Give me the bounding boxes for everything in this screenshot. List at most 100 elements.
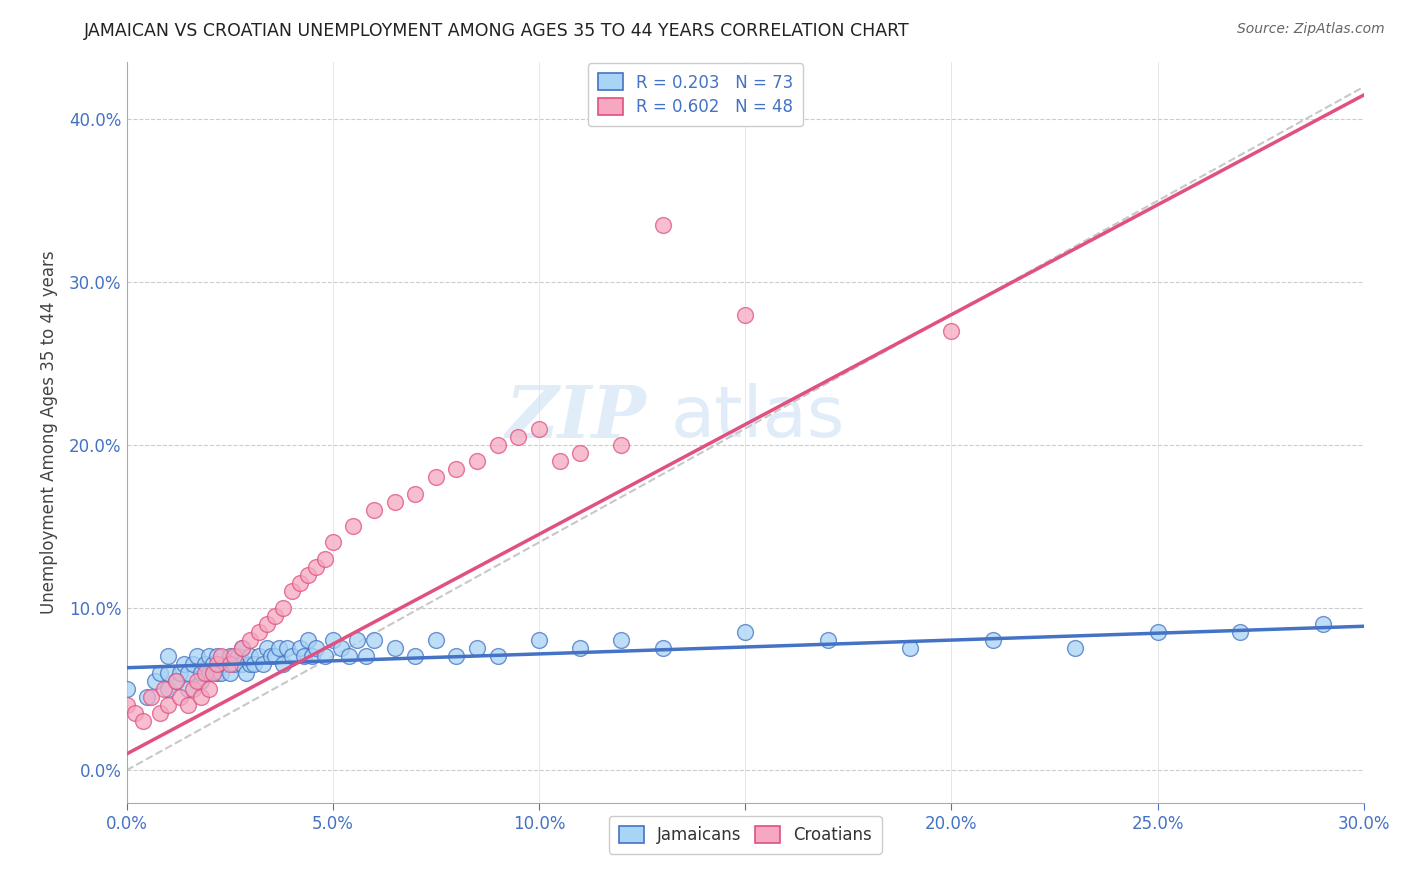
Point	[610, 633, 633, 648]
Point	[569, 446, 592, 460]
Point	[226, 649, 249, 664]
Point	[190, 673, 212, 688]
Point	[1146, 624, 1168, 639]
Point	[156, 681, 179, 696]
Point	[651, 218, 673, 232]
Point	[288, 576, 311, 591]
Legend: Jamaicans, Croatians: Jamaicans, Croatians	[609, 815, 882, 854]
Point	[569, 641, 592, 656]
Point	[354, 649, 377, 664]
Point	[222, 649, 245, 664]
Point	[264, 649, 287, 664]
Point	[190, 665, 212, 680]
Point	[247, 624, 270, 639]
Point	[981, 633, 1004, 648]
Point	[198, 681, 221, 696]
Point	[276, 641, 298, 656]
Point	[181, 657, 204, 672]
Point	[465, 641, 488, 656]
Point	[301, 649, 323, 664]
Point	[207, 665, 229, 680]
Point	[231, 657, 253, 672]
Point	[207, 649, 229, 664]
Point	[425, 633, 447, 648]
Point	[322, 633, 344, 648]
Point	[363, 503, 385, 517]
Point	[342, 519, 364, 533]
Point	[260, 649, 283, 664]
Y-axis label: Unemployment Among Ages 35 to 44 years: Unemployment Among Ages 35 to 44 years	[39, 251, 58, 615]
Point	[898, 641, 921, 656]
Point	[165, 673, 187, 688]
Point	[271, 657, 294, 672]
Point	[156, 649, 179, 664]
Point	[384, 495, 406, 509]
Point	[152, 681, 174, 696]
Text: ZIP: ZIP	[505, 383, 647, 453]
Point	[346, 633, 368, 648]
Point	[651, 641, 673, 656]
Point	[292, 649, 315, 664]
Point	[527, 421, 550, 435]
Point	[173, 657, 195, 672]
Point	[218, 665, 240, 680]
Point	[235, 665, 257, 680]
Point	[305, 559, 328, 574]
Point	[256, 641, 278, 656]
Point	[231, 641, 253, 656]
Point	[198, 649, 221, 664]
Point	[207, 657, 229, 672]
Point	[269, 641, 291, 656]
Point	[734, 308, 756, 322]
Point	[169, 690, 191, 704]
Point	[239, 633, 262, 648]
Point	[305, 641, 328, 656]
Point	[218, 649, 240, 664]
Point	[337, 649, 360, 664]
Point	[177, 681, 200, 696]
Point	[239, 657, 262, 672]
Point	[280, 649, 302, 664]
Point	[297, 633, 319, 648]
Point	[486, 649, 509, 664]
Point	[156, 698, 179, 713]
Point	[239, 649, 262, 664]
Point	[141, 690, 163, 704]
Point	[115, 681, 138, 696]
Point	[202, 665, 225, 680]
Point	[181, 681, 204, 696]
Point	[202, 657, 225, 672]
Point	[314, 551, 336, 566]
Point	[186, 673, 208, 688]
Point	[132, 714, 155, 729]
Point	[271, 600, 294, 615]
Point	[218, 657, 240, 672]
Point	[222, 657, 245, 672]
Point	[148, 706, 170, 721]
Point	[243, 657, 266, 672]
Point	[169, 665, 191, 680]
Point	[209, 665, 232, 680]
Point	[190, 690, 212, 704]
Point	[817, 633, 839, 648]
Point	[186, 649, 208, 664]
Point	[314, 649, 336, 664]
Point	[252, 657, 274, 672]
Point	[264, 608, 287, 623]
Point	[280, 584, 302, 599]
Point	[297, 568, 319, 582]
Point	[156, 665, 179, 680]
Point	[165, 673, 187, 688]
Point	[209, 649, 232, 664]
Point	[115, 698, 138, 713]
Point	[194, 665, 217, 680]
Point	[425, 470, 447, 484]
Point	[330, 641, 353, 656]
Point	[124, 706, 146, 721]
Point	[941, 324, 963, 338]
Point	[1229, 624, 1251, 639]
Point	[288, 641, 311, 656]
Point	[322, 535, 344, 549]
Point	[198, 665, 221, 680]
Point	[1064, 641, 1087, 656]
